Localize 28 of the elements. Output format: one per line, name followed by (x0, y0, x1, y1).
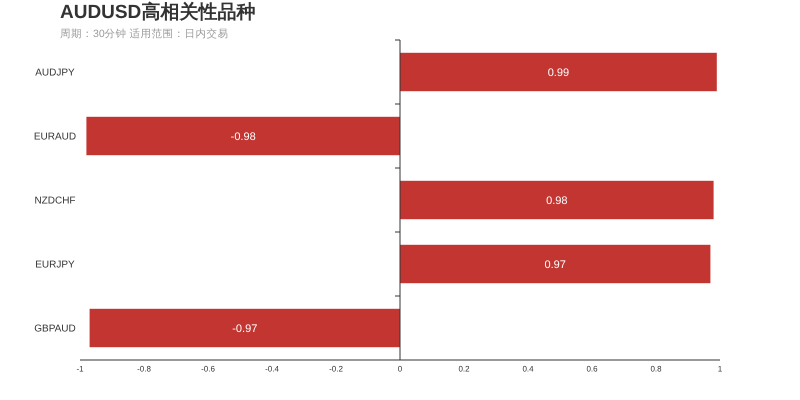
bar (86, 116, 400, 156)
x-tick-label: -1 (76, 364, 84, 374)
x-tick-label: 1 (718, 364, 723, 374)
data-label: -0.97 (232, 322, 258, 335)
data-label: 0.98 (546, 194, 568, 207)
data-label: 0.97 (544, 258, 566, 271)
x-tick-label: -0.6 (201, 364, 216, 374)
x-tick-label: -0.2 (329, 364, 344, 374)
x-tick-label: -0.8 (137, 364, 152, 374)
chart-title: AUDUSD高相关性品种 (60, 1, 256, 23)
y-tick-label: EURJPY (35, 260, 76, 270)
y-tick-label: NZDCHF (34, 196, 76, 206)
x-tick-label: 0.6 (586, 364, 598, 374)
x-tick-label: 0.4 (522, 364, 534, 374)
x-tick-label: 0 (398, 364, 403, 374)
x-tick-label: 0.2 (458, 364, 470, 374)
y-tick-label: GBPAUD (34, 324, 76, 334)
data-label: 0.99 (548, 66, 570, 79)
y-tick-label: AUDJPY (35, 68, 76, 78)
data-label: -0.98 (230, 130, 256, 143)
y-tick-label: EURAUD (34, 132, 76, 142)
bar (400, 244, 710, 284)
bar (400, 52, 717, 92)
bar (400, 180, 714, 220)
x-tick-label: -0.4 (265, 364, 280, 374)
chart-subtitle: 周期：30分钟 适用范围：日内交易 (60, 27, 229, 40)
bar (90, 308, 400, 348)
x-tick-label: 0.8 (650, 364, 662, 374)
